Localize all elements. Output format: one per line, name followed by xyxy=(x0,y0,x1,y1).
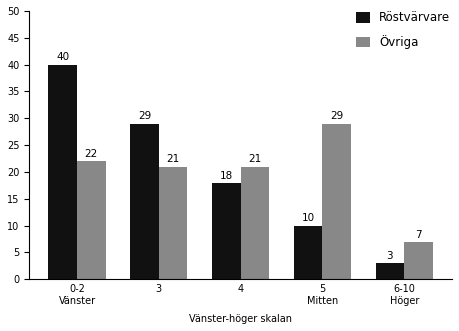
Bar xyxy=(241,166,269,279)
Text: 7: 7 xyxy=(415,230,422,240)
Bar xyxy=(294,226,322,279)
Bar xyxy=(159,166,187,279)
Text: 29: 29 xyxy=(138,112,151,121)
Bar xyxy=(404,242,433,279)
Bar xyxy=(130,124,159,279)
Bar xyxy=(77,161,106,279)
Bar xyxy=(322,124,351,279)
X-axis label: Vänster-höger skalan: Vänster-höger skalan xyxy=(189,314,292,324)
Legend: Röstvärvare, Övriga: Röstvärvare, Övriga xyxy=(356,12,450,49)
Text: 21: 21 xyxy=(167,155,180,165)
Bar xyxy=(375,263,404,279)
Bar xyxy=(212,183,241,279)
Text: 18: 18 xyxy=(220,170,233,180)
Bar xyxy=(48,65,77,279)
Text: 29: 29 xyxy=(330,112,343,121)
Text: 22: 22 xyxy=(85,149,98,159)
Text: 40: 40 xyxy=(56,52,69,63)
Text: 3: 3 xyxy=(386,251,393,261)
Text: 21: 21 xyxy=(248,155,262,165)
Text: 10: 10 xyxy=(302,213,315,223)
